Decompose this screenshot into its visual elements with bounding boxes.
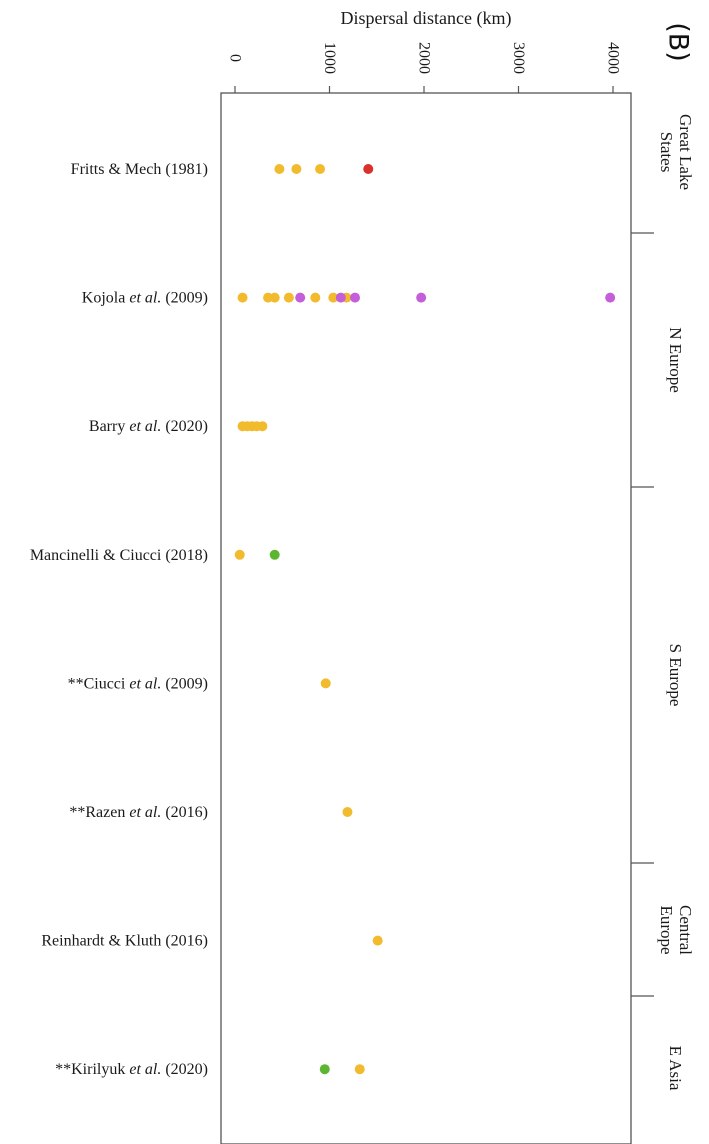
study-label: Reinhardt & Kluth (2016) [41,932,208,949]
data-point [350,292,361,303]
data-point [234,549,245,560]
data-point [372,935,383,946]
data-point [310,292,321,303]
region-label: Great LakeStates [657,114,695,190]
x-axis-label: Dispersal distance (km) [341,8,512,29]
data-point [320,678,331,689]
data-point [328,292,339,303]
study-label: Mancinelli & Ciucci (2018) [30,546,208,563]
region-label: CentralEurope [657,905,695,955]
region-labels: Great LakeStates N Europe S Europe CentralE… [631,114,695,1091]
x-tick-label: 0 [227,54,244,62]
x-tick-label: 1000 [321,42,338,74]
data-point [416,292,427,303]
data-points [234,164,616,1075]
plot-frame [220,92,632,1144]
x-tick-label: 2000 [416,42,433,74]
x-tick-label: 3000 [510,42,527,74]
data-point [295,292,306,303]
study-label: Kojola et al. (2009) [82,289,208,306]
data-point [319,1064,330,1075]
data-point [315,164,326,174]
study-label: **Kirilyuk et al. (2020) [55,1061,208,1078]
study-label: **Ciucci et al. (2009) [68,675,208,692]
region-label: E Asia [666,1046,685,1091]
study-label: **Razen et al. (2016) [69,804,208,821]
data-point [274,164,285,174]
x-axis: 0 1000 2000 3000 4000 [227,42,622,93]
data-point [269,549,280,560]
data-point [335,292,346,303]
panel-label: (B) [663,22,694,62]
study-labels: Fritts & Mech (1981) Kojola et al. (2009)… [30,161,208,1078]
region-label: S Europe [666,644,685,707]
data-point [257,421,268,432]
data-point [605,292,616,303]
data-point [363,164,374,174]
data-point [237,292,248,303]
x-tick-label: 4000 [605,42,622,74]
data-point [342,807,353,817]
data-point [283,292,294,303]
study-label: Barry et al. (2020) [89,418,208,435]
study-label: Fritts & Mech (1981) [71,161,208,178]
data-point [291,164,302,174]
data-point [269,292,280,303]
region-label: N Europe [666,327,685,393]
data-point [354,1064,365,1075]
